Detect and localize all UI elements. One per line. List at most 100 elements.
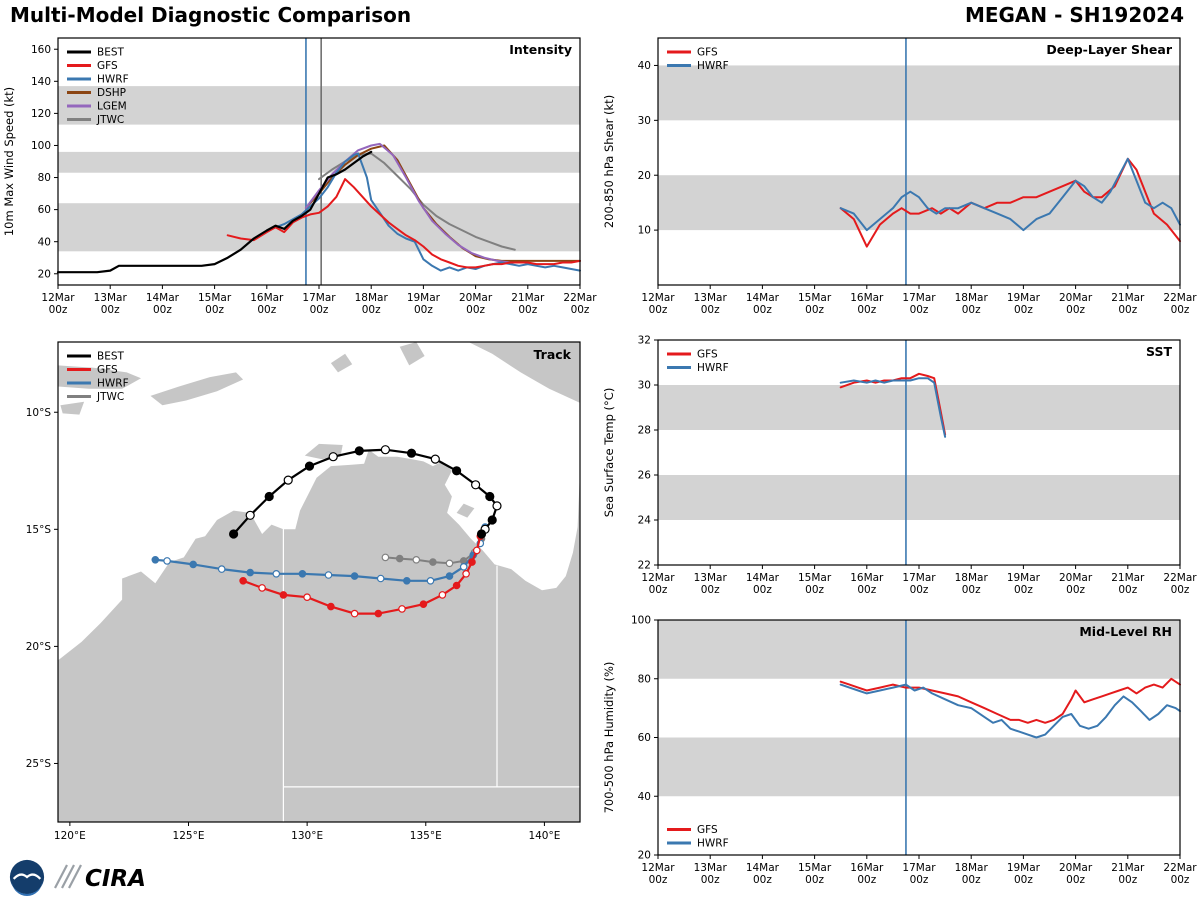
svg-text:00z: 00z	[649, 584, 668, 596]
track-point-gfs	[350, 609, 359, 618]
legend: GFS HWRF	[667, 824, 729, 850]
track-point-gfs	[258, 584, 266, 592]
svg-text:00z: 00z	[1066, 874, 1085, 886]
svg-text:17Mar: 17Mar	[302, 292, 336, 304]
svg-text:00z: 00z	[362, 304, 381, 316]
svg-text:00z: 00z	[1066, 304, 1085, 316]
track-point-jtwc	[412, 556, 421, 564]
landmass	[330, 353, 353, 373]
svg-text:140°E: 140°E	[528, 830, 560, 842]
legend-label-hwrf: HWRF	[697, 362, 729, 374]
svg-text:13Mar: 13Mar	[94, 292, 128, 304]
track-point-best	[492, 501, 502, 511]
svg-text:00z: 00z	[1014, 304, 1033, 316]
series-hwrf	[265, 152, 581, 272]
svg-text:19Mar: 19Mar	[1007, 572, 1041, 584]
svg-text:00z: 00z	[910, 584, 929, 596]
svg-text:20Mar: 20Mar	[1059, 292, 1093, 304]
svg-text:00z: 00z	[101, 304, 120, 316]
svg-text:32: 32	[638, 335, 651, 347]
landmass	[60, 401, 85, 415]
svg-text:18Mar: 18Mar	[955, 862, 989, 874]
svg-text:160: 160	[31, 44, 51, 56]
svg-text:19Mar: 19Mar	[1007, 862, 1041, 874]
svg-text:130°E: 130°E	[291, 830, 323, 842]
svg-text:135°E: 135°E	[410, 830, 442, 842]
svg-text:00z: 00z	[701, 874, 720, 886]
svg-text:16Mar: 16Mar	[250, 292, 284, 304]
svg-text:20: 20	[38, 268, 51, 280]
noaa-logo	[9, 859, 45, 896]
panel-title: Mid-Level RH	[1079, 624, 1172, 639]
plot-frame	[57, 37, 581, 286]
track-point-jtwc	[445, 559, 454, 568]
svg-text:12Mar: 12Mar	[641, 292, 675, 304]
svg-text:00z: 00z	[571, 304, 590, 316]
svg-text:15Mar: 15Mar	[798, 862, 832, 874]
svg-text:40: 40	[638, 60, 651, 72]
svg-text:12Mar: 12Mar	[641, 862, 675, 874]
landmass	[456, 503, 475, 518]
track-point-hwrf	[272, 570, 281, 578]
track-point-gfs	[374, 609, 383, 618]
map-area	[58, 342, 580, 822]
series-gfs	[226, 178, 581, 269]
track-point-jtwc	[395, 554, 404, 563]
svg-text:21Mar: 21Mar	[1111, 572, 1145, 584]
legend-label-jtwc: JTWC	[96, 391, 124, 403]
svg-text:21Mar: 21Mar	[1111, 862, 1145, 874]
x-axis: 12Mar00z13Mar00z14Mar00z15Mar00z16Mar00z…	[41, 285, 597, 316]
svg-text:00z: 00z	[1118, 584, 1137, 596]
y-axis: 10 20 30 40	[638, 60, 658, 237]
svg-text:13Mar: 13Mar	[694, 862, 728, 874]
track-point-best	[304, 461, 315, 471]
track-point-best	[328, 452, 338, 462]
legend-label-hwrf: HWRF	[97, 378, 129, 390]
track-point-gfs	[327, 602, 335, 611]
svg-text:00z: 00z	[1171, 874, 1190, 886]
svg-text:00z: 00z	[414, 304, 433, 316]
footer-logos: CIRA	[8, 858, 164, 896]
y-axis: 20 40 60 80 100 120 140 160	[31, 44, 58, 280]
svg-text:25°S: 25°S	[26, 758, 52, 770]
shear-chart: 12Mar00z13Mar00z14Mar00z15Mar00z16Mar00z…	[602, 37, 1197, 316]
svg-text:00z: 00z	[1118, 304, 1137, 316]
track-point-hwrf	[324, 571, 333, 579]
legend-label-gfs: GFS	[697, 47, 718, 59]
svg-text:00z: 00z	[805, 304, 824, 316]
track-point-jtwc	[381, 553, 390, 562]
track-point-best	[430, 454, 440, 464]
track-point-best	[354, 446, 364, 456]
svg-text:22Mar: 22Mar	[1163, 572, 1197, 584]
svg-text:13Mar: 13Mar	[694, 292, 728, 304]
svg-text:40: 40	[38, 236, 51, 248]
y-axis: 20 40 60 80 100	[631, 615, 658, 862]
svg-text:14Mar: 14Mar	[746, 292, 780, 304]
cira-text: CIRA	[85, 866, 146, 892]
shade-bands	[658, 385, 1180, 520]
track-point-gfs	[472, 546, 481, 555]
series-hwrf	[839, 683, 1181, 739]
svg-text:120: 120	[31, 108, 51, 120]
svg-text:18Mar: 18Mar	[955, 572, 989, 584]
svg-text:10: 10	[638, 225, 651, 237]
track-point-best	[245, 510, 255, 520]
svg-text:00z: 00z	[962, 584, 981, 596]
svg-text:00z: 00z	[753, 874, 772, 886]
plot-frame	[657, 619, 1181, 856]
track-point-gfs	[438, 591, 447, 599]
svg-text:24: 24	[638, 515, 652, 527]
shade-bands	[658, 65, 1180, 231]
svg-text:26: 26	[638, 470, 652, 482]
svg-text:40: 40	[638, 791, 651, 803]
svg-text:12Mar: 12Mar	[41, 292, 75, 304]
svg-text:00z: 00z	[1014, 584, 1033, 596]
track-point-gfs	[303, 593, 311, 602]
y-axis-label: 200-850 hPa Shear (kt)	[602, 95, 616, 228]
track-point-hwrf	[376, 574, 385, 583]
y-axis: 22 24 26 28 30 32	[638, 335, 658, 572]
svg-text:125°E: 125°E	[173, 830, 205, 842]
svg-text:20: 20	[638, 850, 651, 862]
svg-text:18Mar: 18Mar	[955, 292, 989, 304]
track-point-hwrf	[189, 560, 198, 569]
